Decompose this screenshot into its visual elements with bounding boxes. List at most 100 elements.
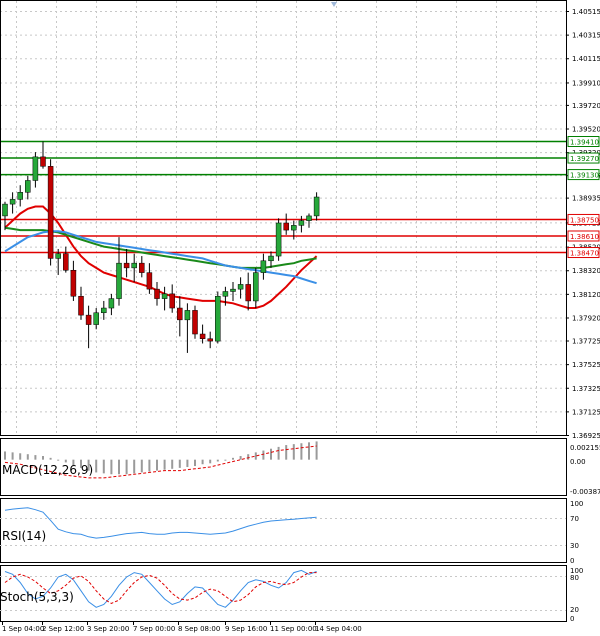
candle-body — [298, 220, 305, 226]
candles — [2, 141, 320, 353]
macd-bar — [11, 452, 14, 460]
level-label-box — [567, 247, 600, 259]
candle — [123, 248, 130, 278]
main-grid — [0, 1, 566, 436]
level-lines — [0, 140, 566, 254]
shift-marker-icon[interactable] — [331, 2, 337, 7]
candle-body — [93, 312, 99, 325]
macd-bar — [277, 446, 280, 460]
candle — [275, 218, 282, 261]
time-label: 14 Sep 04:00 — [315, 625, 362, 633]
macd-scale-bottom: -0.003871 — [570, 488, 600, 496]
candle — [25, 175, 31, 200]
macd-bar — [285, 445, 288, 460]
price-label: 1.39520 — [572, 126, 600, 134]
price-label: 1.37920 — [572, 314, 600, 322]
level-label: 1.39410 — [570, 139, 599, 147]
candle-body — [146, 272, 153, 290]
red-ma-line — [4, 205, 318, 309]
time-label: 11 Sep 00:00 — [270, 625, 317, 633]
macd-bar — [224, 459, 227, 461]
rsi-scale-70: 70 — [570, 515, 579, 523]
price-label: 1.40515 — [572, 8, 600, 16]
macd-label: MACD(12,26,9) — [2, 463, 93, 477]
candle — [17, 185, 23, 207]
candle — [2, 201, 8, 231]
price-label: 1.38320 — [572, 267, 600, 275]
candle — [222, 286, 229, 306]
candle-body — [2, 203, 8, 217]
time-label: 7 Sep 00:00 — [133, 625, 175, 633]
candle-body — [215, 295, 221, 342]
level-labels: 1.39410 1.39270 1.39130 1.38750 1.38610 1.384… — [567, 136, 600, 259]
macd-bar — [156, 459, 158, 471]
macd-bar — [148, 459, 151, 472]
candle — [306, 213, 312, 228]
candle — [161, 286, 168, 311]
candle-body — [313, 196, 320, 217]
candle — [230, 282, 236, 301]
candle-body — [237, 284, 244, 290]
stoch-panel[interactable]: Stoch(5,3,3) — [0, 565, 567, 622]
macd-bar — [163, 459, 166, 470]
candle-body — [55, 253, 61, 259]
candle-body — [25, 180, 31, 193]
candle-body — [40, 156, 46, 167]
macd-panel[interactable]: MACD(12,26,9) — [0, 438, 567, 496]
time-label: 2 Sep 12:00 — [42, 625, 84, 633]
candle-body — [101, 307, 107, 314]
level-label-box — [567, 136, 600, 148]
stoch-signal-polyline — [4, 572, 317, 604]
candle-body — [131, 262, 137, 269]
price-label: 1.37325 — [572, 385, 600, 393]
candle — [131, 253, 137, 283]
candle-body — [260, 260, 267, 273]
candle-body — [85, 314, 92, 325]
stoch-scale-0: 0 — [570, 615, 574, 623]
rsi-scale: 100 70 30 0 — [570, 500, 583, 565]
time-axis[interactable]: 1 Sep 04:002 Sep 12:00 3 Sep 20:00 7 Sep 0… — [2, 622, 362, 633]
macd-bar — [201, 459, 204, 465]
macd-bar — [315, 441, 318, 460]
candle-body — [268, 255, 274, 262]
candle-body — [123, 262, 130, 269]
macd-bar — [118, 459, 120, 475]
candle — [32, 152, 39, 188]
stoch-scale: 100 80 20 0 — [570, 567, 583, 623]
macd-bar — [308, 442, 310, 460]
candle-body — [47, 166, 54, 259]
time-label: 9 Sep 16:00 — [225, 625, 267, 633]
candle — [298, 215, 305, 233]
macd-signal-line — [4, 445, 317, 479]
macd-bar — [178, 459, 181, 468]
candle-body — [184, 310, 191, 321]
stoch-scale-100: 100 — [570, 567, 583, 575]
level-label-box — [567, 230, 600, 242]
macd-bar — [87, 459, 90, 471]
candle-body — [192, 310, 198, 335]
macd-histogram — [4, 441, 318, 475]
main-panel[interactable] — [0, 0, 567, 436]
macd-bar — [102, 459, 105, 474]
candle — [63, 246, 69, 273]
candle — [146, 263, 153, 294]
rsi-panel[interactable]: RSI(14) — [0, 498, 567, 563]
price-label: 1.39910 — [572, 79, 600, 87]
candle — [215, 291, 221, 344]
main-panel-border — [0, 0, 567, 436]
macd-bar — [125, 459, 128, 475]
candle — [313, 192, 320, 221]
candle-body — [222, 291, 229, 297]
candle — [169, 284, 175, 313]
candle-body — [70, 269, 77, 297]
candle — [154, 282, 160, 306]
time-label: 1 Sep 04:00 — [2, 625, 44, 633]
macd-bar — [133, 459, 136, 474]
candle-body — [108, 298, 115, 309]
candle — [40, 141, 46, 169]
candle-body — [306, 215, 312, 221]
rsi-polyline — [4, 507, 317, 539]
candle — [55, 248, 61, 275]
macd-bar — [110, 459, 113, 475]
